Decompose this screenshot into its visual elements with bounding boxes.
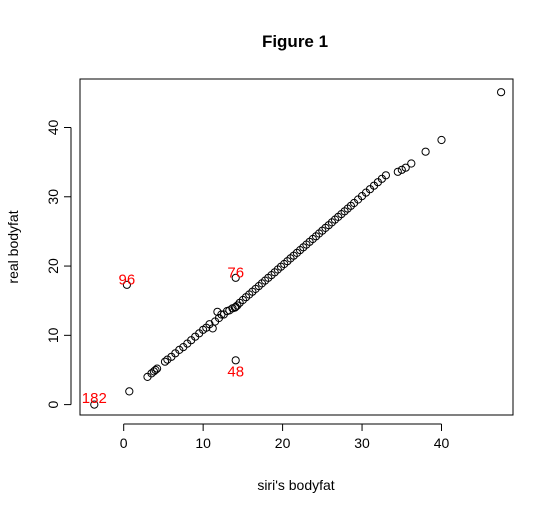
chart-title: Figure 1	[262, 32, 328, 51]
data-point	[397, 165, 406, 174]
x-axis: 0 10 20 30 40	[120, 423, 450, 451]
y-tick-label: 0	[45, 401, 61, 409]
data-point	[231, 356, 240, 365]
data-point	[153, 364, 162, 373]
y-tick-label: 30	[45, 189, 61, 205]
point-annotation: 96	[119, 271, 136, 288]
data-point	[401, 163, 410, 172]
y-tick-label: 10	[45, 327, 61, 343]
data-point	[393, 167, 402, 176]
x-tick-label: 10	[195, 435, 211, 451]
data-point	[437, 135, 446, 145]
data-point	[497, 88, 506, 97]
data-point	[151, 365, 160, 375]
y-axis: 0 10 20 30 40	[45, 119, 72, 409]
data-point	[233, 301, 242, 310]
x-tick-label: 40	[434, 435, 450, 451]
data-point	[230, 303, 239, 312]
point-annotation: 48	[227, 364, 244, 381]
x-axis-label: siri's bodyfat	[257, 477, 334, 493]
point-annotations: 182 96 76 48	[82, 264, 244, 406]
x-tick-label: 0	[120, 435, 128, 451]
data-point	[407, 159, 416, 168]
data-point	[231, 273, 240, 282]
data-point	[122, 280, 132, 289]
plot-frame	[79, 78, 514, 416]
data-point	[381, 171, 390, 180]
data-point	[90, 400, 99, 409]
point-annotation: 182	[82, 390, 107, 407]
point-annotation: 76	[227, 264, 244, 281]
data-point	[160, 357, 170, 366]
y-axis-label: real bodyfat	[5, 210, 21, 283]
data-point	[421, 147, 430, 156]
y-tick-label: 20	[45, 258, 61, 274]
x-tick-label: 30	[354, 435, 370, 451]
data-points	[90, 88, 506, 409]
data-point	[125, 387, 134, 396]
x-tick-label: 20	[275, 435, 291, 451]
y-tick-label: 40	[45, 119, 61, 135]
